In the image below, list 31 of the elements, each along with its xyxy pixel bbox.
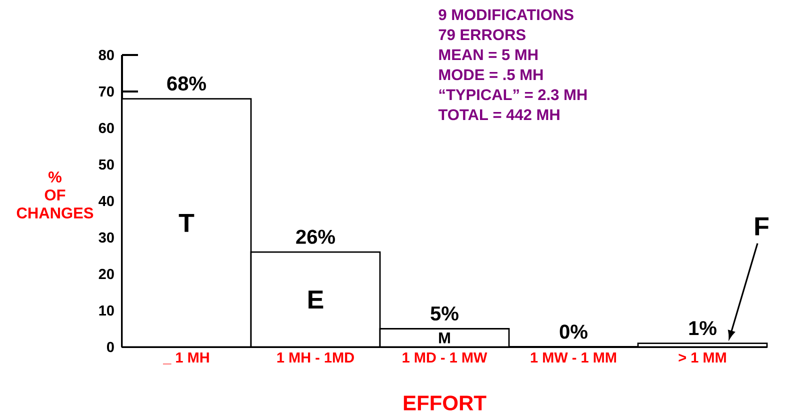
text: 9 MODIFICATIONS [438,9,574,20]
x-tick-label: 1 MW - 1 MM [530,352,616,362]
y-tick-label: 40 [98,196,114,206]
data-label: 68% [167,76,206,91]
annotation: F [755,217,768,236]
data-label: 26% [296,230,335,244]
data-label: 1% [689,321,716,336]
annotation: MEAN = 5 MH [439,49,538,60]
y-tick-label: 20 [98,268,114,280]
x-axis-title: EFFORT [404,396,486,410]
annotation: T [178,214,194,232]
annotation: “TYPICAL” = 2.3 MH [439,89,587,100]
y-tick-label: 60 [98,122,114,134]
y-tick-label: 10 [99,305,114,316]
y-tick-label: 30 [98,232,114,243]
text: 79 ERRORS [438,29,526,40]
y-tick-label: 70 [98,86,114,97]
annotation: E [308,290,324,308]
x-tick-label: 1 MD - 1 MW [402,352,488,362]
data-label: 5% [430,306,458,321]
x-tick-label: > 1 MM [678,352,726,362]
x-tick-label: 1 MH - 1MD [277,352,354,362]
y-tick-label: 80 [98,50,114,60]
y-axis-title: % OF CHANGES [16,172,94,218]
data-label: 0% [560,324,588,339]
y-tick-label: 50 [98,159,114,170]
annotation: MODE = .5 MH [439,69,543,80]
annotation: TOTAL = 442 MH [438,109,560,120]
x-tick-label: _ 1 MH [162,352,209,364]
annotation: M [439,332,450,344]
y-tick-label: 0 [106,342,114,352]
